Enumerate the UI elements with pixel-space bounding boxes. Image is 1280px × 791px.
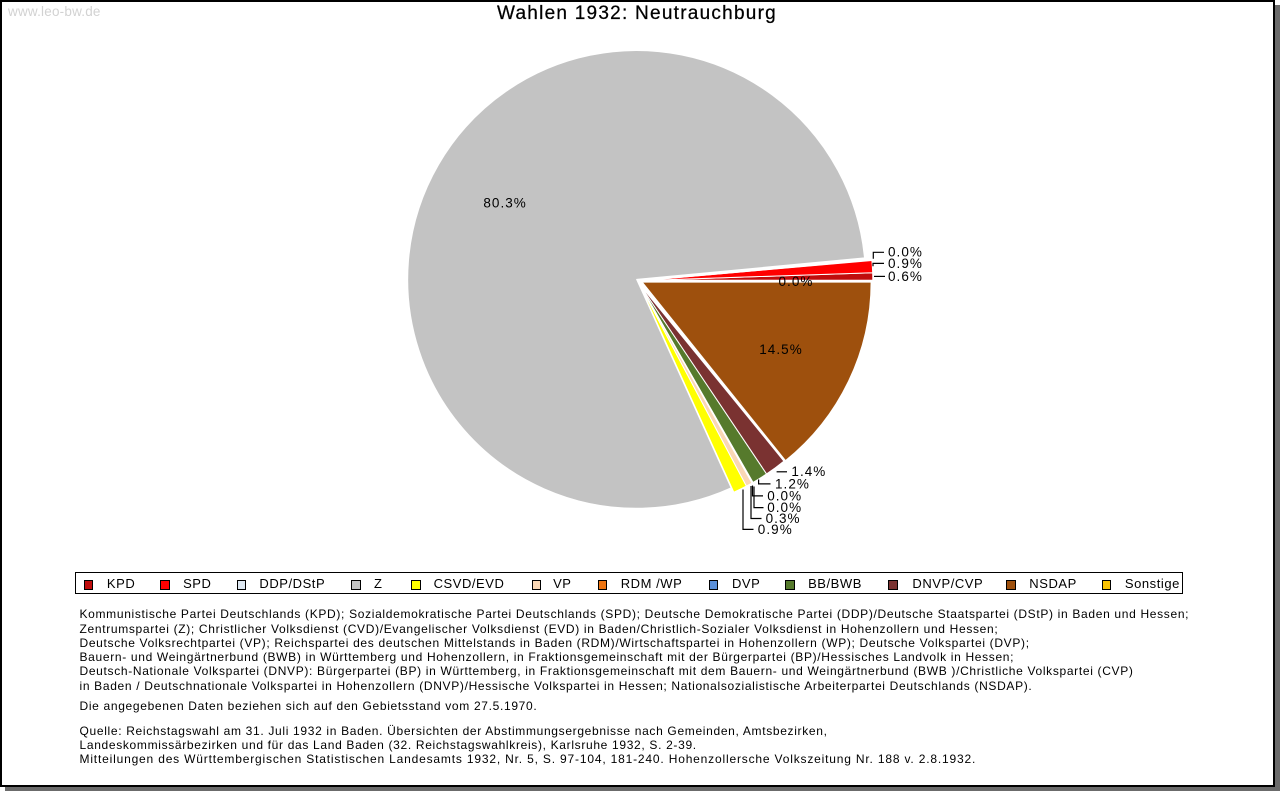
svg-text:1.2%: 1.2% bbox=[775, 477, 810, 492]
svg-text:0.0%: 0.0% bbox=[767, 500, 802, 515]
svg-text:0.0%: 0.0% bbox=[767, 488, 802, 503]
svg-text:0.0%: 0.0% bbox=[779, 274, 814, 289]
svg-text:0.0%: 0.0% bbox=[888, 245, 923, 260]
svg-text:1.4%: 1.4% bbox=[791, 464, 826, 479]
svg-text:0.9%: 0.9% bbox=[758, 522, 793, 537]
svg-text:0.6%: 0.6% bbox=[888, 269, 923, 284]
svg-text:14.5%: 14.5% bbox=[759, 342, 803, 357]
svg-text:0.9%: 0.9% bbox=[888, 256, 923, 271]
svg-text:80.3%: 80.3% bbox=[483, 196, 527, 211]
svg-text:0.3%: 0.3% bbox=[766, 511, 801, 526]
